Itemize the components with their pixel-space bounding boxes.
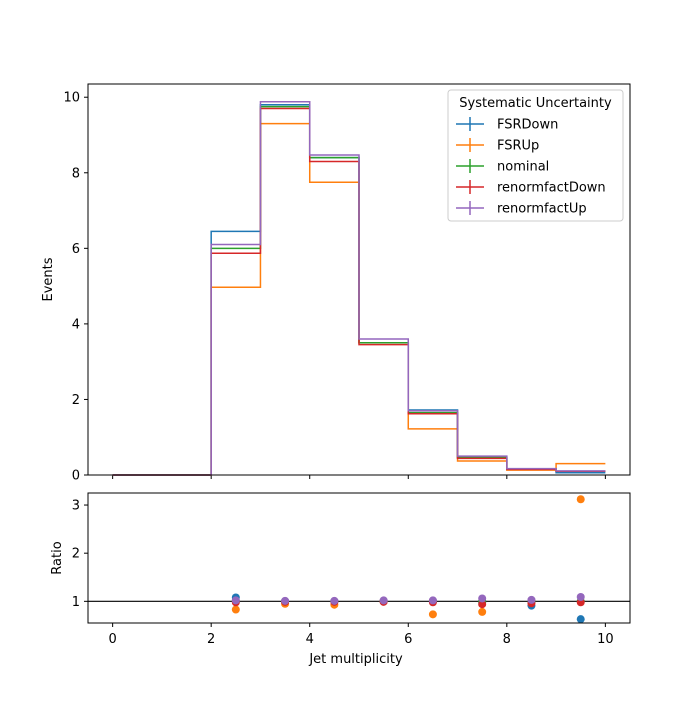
ratio-y-tick-label: 2 (72, 547, 80, 562)
legend-entry-renormfactDown: renormfactDown (456, 180, 606, 196)
x-tick-label: 8 (503, 632, 511, 647)
ratio-point-FSRUp (576, 495, 585, 504)
x-tick-label: 2 (207, 632, 215, 647)
histogram-series-renormfactUp (112, 101, 606, 476)
ratio-point-renormfactUp (527, 595, 536, 604)
ratio-point-FSRUp (478, 607, 487, 616)
ratio-points (231, 495, 585, 624)
x-tick-label: 10 (597, 632, 614, 647)
legend-label: renormfactUp (497, 202, 587, 217)
ratio-point-renormfactUp (231, 596, 240, 605)
legend-entry-FSRDown: FSRDown (456, 117, 558, 133)
ratio-ticks: 1 2 3 0 2 4 6 8 10 (72, 499, 614, 647)
x-axis-label: Jet multiplicity (308, 652, 403, 667)
ratio-point-renormfactUp (281, 596, 290, 605)
histogram-panel: 0 2 4 6 8 10 Events Systematic Uncertainty FS… (41, 83, 631, 484)
legend: Systematic Uncertainty FSRDown FSRUp nomin… (447, 89, 624, 222)
histogram-y-tick-label: 8 (72, 166, 80, 181)
ratio-point-renormfactDown (478, 600, 487, 609)
legend-box (447, 89, 624, 222)
ratio-point-FSRUp (231, 605, 240, 614)
ratio-y-axis-label: Ratio (50, 541, 65, 574)
x-tick-label: 6 (404, 632, 412, 647)
ratio-point-renormfactUp (428, 596, 437, 605)
ratio-point-FSRDown (576, 615, 585, 624)
legend-label: renormfactDown (497, 181, 606, 196)
legend-label: FSRUp (497, 139, 539, 154)
legend-entry-nominal: nominal (456, 159, 549, 175)
ratio-point-renormfactUp (478, 594, 487, 603)
histogram-y-tick-label: 0 (72, 469, 80, 484)
histogram-frame (87, 83, 631, 476)
ratio-panel: 1 2 3 0 2 4 6 8 10 Ratio Jet multiplicity (50, 492, 631, 667)
histogram-y-axis-label: Events (41, 257, 56, 301)
histogram-ticks: 0 2 4 6 8 10 (63, 91, 606, 484)
ratio-point-renormfactUp (379, 596, 388, 605)
legend-entries: FSRDown FSRUp nominal renormfactDown renormf… (456, 117, 606, 217)
histogram-y-tick-label: 2 (72, 393, 80, 408)
ratio-y-tick-label: 3 (72, 499, 80, 514)
legend-label: FSRDown (497, 118, 558, 133)
x-tick-label: 4 (306, 632, 314, 647)
ratio-frame (87, 492, 631, 624)
x-tick-label: 0 (108, 632, 116, 647)
legend-entry-renormfactUp: renormfactUp (456, 201, 587, 217)
ratio-y-tick-label: 1 (72, 595, 80, 610)
histogram-y-tick-label: 6 (72, 242, 80, 257)
ratio-point-renormfactUp (576, 593, 585, 601)
legend-label: nominal (497, 160, 549, 175)
histogram-steps (112, 101, 606, 476)
histogram-y-tick-label: 4 (72, 317, 80, 332)
legend-title: Systematic Uncertainty (459, 96, 612, 111)
ratio-point-FSRUp (428, 610, 437, 619)
ratio-point-renormfactUp (330, 596, 339, 605)
histogram-y-tick-label: 10 (63, 91, 80, 106)
legend-entry-FSRUp: FSRUp (456, 138, 539, 154)
